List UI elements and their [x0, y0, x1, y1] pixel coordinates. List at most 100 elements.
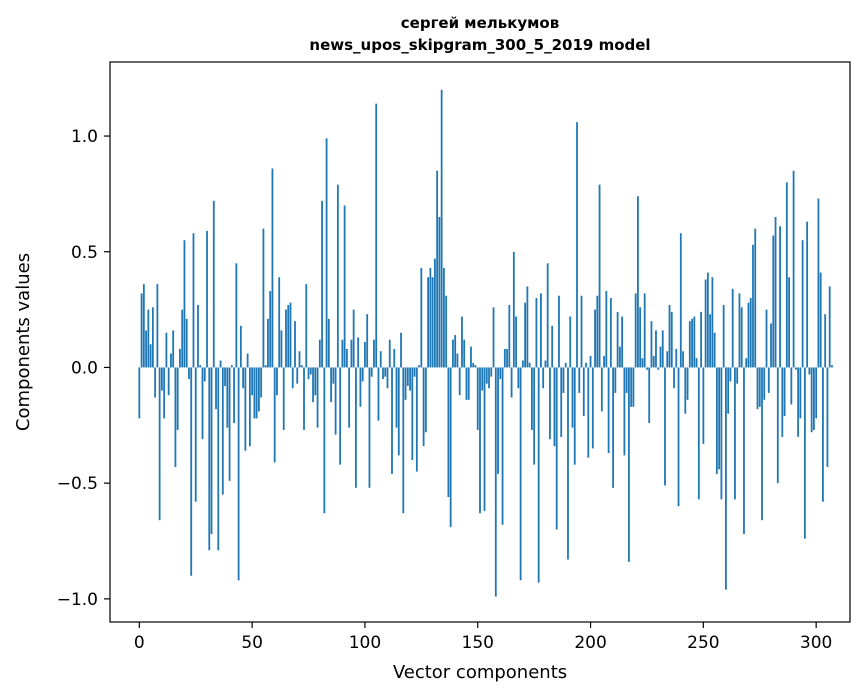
bar	[621, 316, 624, 368]
bar	[352, 309, 355, 368]
bar	[815, 367, 818, 419]
y-tick-label: −0.5	[57, 474, 98, 494]
bar	[706, 272, 709, 368]
bar	[248, 367, 251, 447]
bar	[409, 367, 411, 391]
bar	[711, 277, 714, 368]
bar	[517, 367, 520, 389]
bar	[745, 358, 748, 368]
bar	[217, 367, 220, 551]
bar	[181, 309, 184, 368]
bar	[709, 314, 712, 368]
bar	[361, 367, 364, 382]
bar	[729, 367, 732, 382]
bar	[422, 367, 425, 447]
bar	[294, 321, 296, 368]
bar	[763, 367, 766, 400]
bar	[456, 353, 459, 368]
bar	[151, 307, 154, 368]
bar	[230, 365, 233, 368]
x-axis-label: Vector components	[393, 662, 567, 683]
bar	[614, 367, 617, 393]
bar	[323, 367, 326, 514]
bar	[571, 367, 574, 428]
bar	[806, 221, 809, 368]
bar	[406, 367, 409, 386]
bar	[713, 332, 716, 368]
bar	[368, 367, 371, 488]
bar	[508, 304, 511, 368]
bar	[697, 367, 700, 500]
bar	[560, 367, 563, 437]
bar	[280, 330, 283, 368]
bar	[738, 293, 741, 368]
x-tick-label: 300	[800, 633, 832, 653]
bar	[767, 367, 770, 393]
bar	[704, 279, 707, 368]
bar	[686, 367, 689, 400]
plot-frame	[109, 61, 851, 623]
bar	[494, 367, 497, 597]
bar	[693, 316, 696, 368]
bar	[348, 367, 351, 428]
bar	[587, 367, 590, 458]
bar	[470, 346, 472, 368]
bar	[533, 367, 536, 465]
bar	[289, 302, 292, 368]
bar	[628, 367, 630, 562]
bar	[149, 344, 152, 368]
y-axis-label: Components values	[13, 253, 34, 431]
bar	[345, 348, 348, 368]
bar	[634, 293, 637, 368]
chart-title: сергей мелькумов	[401, 14, 559, 32]
bar	[810, 367, 813, 433]
bar	[499, 367, 502, 380]
bar	[490, 367, 493, 377]
bar	[145, 330, 147, 368]
y-axis-ticks: −1.0 −0.5 0.0 0.5 1.0	[57, 127, 110, 610]
bar	[452, 339, 454, 368]
bar	[677, 367, 680, 507]
bar	[386, 367, 389, 389]
bar	[664, 367, 666, 486]
bar	[357, 337, 360, 368]
x-tick-label: 150	[462, 633, 494, 653]
bar	[650, 321, 653, 368]
bar	[564, 362, 567, 368]
bar	[722, 304, 725, 368]
bar	[219, 360, 222, 368]
bar	[156, 284, 159, 368]
y-tick-label: 1.0	[71, 127, 98, 147]
bar	[438, 217, 441, 368]
bar	[824, 314, 827, 368]
x-tick-label: 200	[574, 633, 606, 653]
bar	[772, 235, 775, 368]
bar	[402, 367, 405, 514]
bar	[725, 367, 727, 590]
bar	[474, 365, 477, 368]
bar	[743, 367, 745, 535]
bar	[558, 295, 560, 368]
bar	[443, 267, 445, 368]
bar	[176, 367, 179, 430]
bar	[540, 293, 542, 368]
bar	[754, 228, 757, 368]
x-tick-label: 50	[241, 633, 263, 653]
bar	[391, 367, 393, 474]
bar	[330, 367, 332, 403]
bar	[666, 351, 669, 368]
bar-series	[138, 89, 833, 597]
bar	[395, 367, 398, 428]
bar	[465, 367, 468, 400]
bar	[781, 367, 784, 437]
bar	[813, 367, 815, 430]
bar	[632, 367, 635, 407]
bar	[598, 184, 601, 368]
bar	[501, 367, 504, 525]
bar	[188, 367, 190, 380]
bar	[497, 367, 499, 474]
bar	[670, 311, 673, 368]
bar	[377, 367, 380, 421]
bar	[314, 367, 317, 396]
